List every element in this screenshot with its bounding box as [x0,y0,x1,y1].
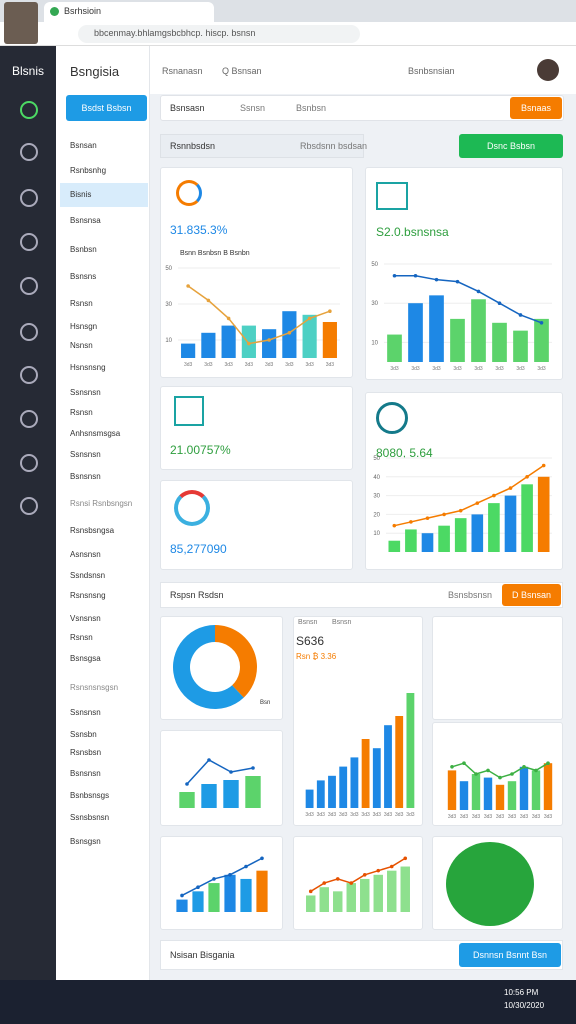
app-title: Bsngisia [70,64,120,79]
card [160,730,283,826]
taskbar [0,980,576,1024]
search-text: Ssnsn [240,103,266,113]
search-bar[interactable] [160,95,564,121]
section-title: Rsnnbsdsn [170,141,216,151]
clock-date: 10/30/2020 [504,1001,545,1010]
card [432,722,563,826]
brand: Blsnis [12,64,45,78]
globe [446,842,534,926]
sidebar-item: Hsnsnsng [70,363,106,372]
sidebar-item: Bsnsns [70,272,97,281]
kpi-value: S2.0.bsnsnsa [376,225,449,239]
sidebar-item: Asnsnsn [70,550,101,559]
icon [376,402,408,434]
tab-label: Bsnsn [332,619,352,626]
header [150,46,576,94]
nav-link[interactable]: Q Bsnsan [222,66,262,76]
sidebar-item: Bsnbsnsgs [70,791,110,800]
selected-item [60,183,148,207]
avatar [4,2,38,44]
clock-time: 10:56 PM [504,988,539,997]
sidebar-item: Vsnsnsn [70,614,101,623]
nav-link[interactable]: Rsnanasn [162,66,203,76]
section-tabs [160,134,364,158]
icon [376,182,408,210]
sidebar-item: Bsnbsn [70,245,97,254]
tab-label: Bsnsn [298,619,318,626]
icon [174,490,210,526]
section-link[interactable]: Bsnsbsnsn [448,590,493,600]
sidebar-item: Rsnsnsnsgsn [70,683,119,692]
kpi-value: 85,277090 [170,542,227,556]
section-tab[interactable]: Rbsdsnn bsdsan [300,141,368,151]
sidebar-item: Ssndsnsn [70,571,106,580]
sidebar-item: Bisnis [70,190,92,199]
section-button[interactable]: D Bsnsan [502,584,561,606]
user-link[interactable]: Bsnbsnsian [408,66,455,76]
sidebar-item: Bsnsan [70,141,97,150]
kpi-value: 21.00757% [170,443,231,457]
url-field[interactable]: bbcenmay.bhlamgsbcbhcp. hiscp. bsnsn [78,25,360,43]
sidebar-item: Ssnsnsn [70,450,101,459]
big-sub: Rsn ₿ 3.36 [296,652,337,661]
sidebar-item: Ssnsbsnsn [70,813,110,822]
browser-tab[interactable]: Bsrhsioin [44,2,214,22]
footer-button[interactable]: Dsnnsn Bsnnt Bsn [459,943,561,967]
tab-icon [50,7,59,16]
sidebar-item: Rsnbsnhg [70,166,107,175]
donut-sub: Bsn [260,700,271,706]
kpi-value: 31.835.3% [170,223,228,237]
card [293,836,423,930]
sidebar-item: Bsnsnsa [70,216,101,225]
sidebar-item: Bsnsnsn [70,769,101,778]
donut-label: Bsnsn [226,653,243,659]
footer-title: Nsisan Bisgania [170,950,235,960]
primary-button[interactable]: Bsdst Bsbsn [66,95,147,121]
sidebar-item: Nsnsn [70,341,93,350]
user-avatar[interactable] [537,59,559,81]
card [160,386,353,470]
sidebar-item: Bsnsgsa [70,654,101,663]
sidebar-item: Rsnsbsn [70,748,102,757]
search-text: Bsnbsn [296,103,327,113]
big-value: S636 [296,634,325,648]
kpi-subtitle: Bsnn Bsnbsn B Bsnbn [180,250,250,257]
sidebar-item: Ssnsbn [70,730,97,739]
sidebar-item: Hsnsgn [70,322,98,331]
card [160,836,283,930]
card [432,616,563,720]
sidebar-item: Ssnsnsn [70,388,101,397]
sidebar-item: Bsnsgsn [70,837,101,846]
section2-bar [160,582,563,608]
sidebar-item: Rsnsn [70,299,93,308]
sidebar-item: Rsnsn [70,633,93,642]
sidebar-item: Ssnsnsn [70,708,101,717]
sidebar-item: Rsnsbsngsa [70,526,115,535]
url: bbcenmay.bhlamgsbcbhcp. hiscp. bsnsn [94,28,256,38]
sidebar-group: Rsnsi Rsnbsngsn [70,499,133,508]
kpi-value: 8080, 5.64 [376,446,433,460]
sidebar-item: Bsnsnsn [70,472,101,481]
section-title: Rspsn Rsdsn [170,590,224,600]
sidebar-item: Rsnsnsng [70,591,106,600]
tab-title: Bsrhsioin [64,6,102,16]
icon [176,180,202,206]
sidebar-item: Anhsnsmsgsa [70,429,121,438]
search-text: Bsnsasn [170,103,205,113]
icon-rail [0,46,56,980]
section-button[interactable]: Dsnc Bsbsn [459,134,563,158]
icon [174,396,204,426]
sidebar-item: Rsnsn [70,408,93,417]
action-button[interactable]: Bsnaas [510,97,562,119]
